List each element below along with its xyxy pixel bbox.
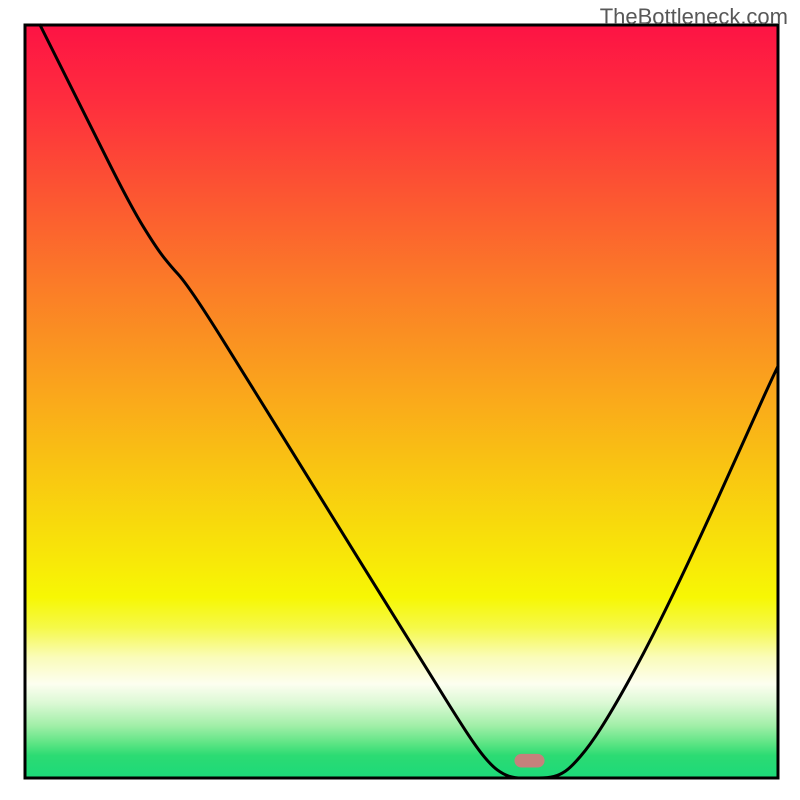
watermark-text: TheBottleneck.com [600,4,788,30]
plot-background [25,25,778,778]
bottleneck-chart: TheBottleneck.com [0,0,800,800]
optimal-marker [514,754,544,768]
chart-svg [0,0,800,800]
